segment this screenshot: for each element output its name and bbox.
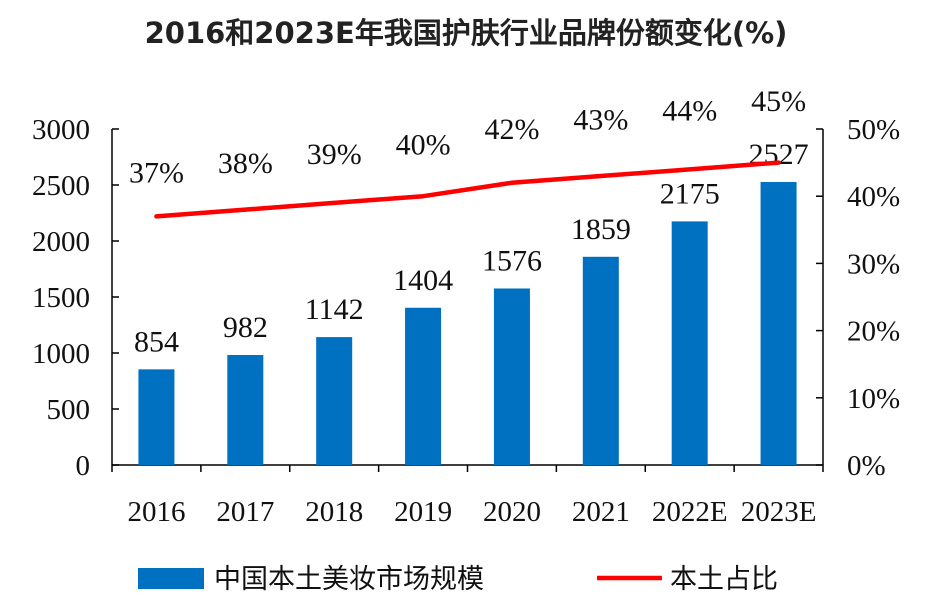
bar-value-label: 1404: [393, 264, 453, 297]
bar-value-label: 854: [134, 325, 179, 358]
legend-line-label: 本土占比: [670, 564, 778, 595]
chart-title: 2016和2023E年我国护肤行业品牌份额变化(%): [144, 16, 788, 50]
line-value-label: 45%: [751, 85, 806, 118]
bar-value-label: 1142: [305, 293, 364, 326]
bar-value-label: 1576: [482, 244, 542, 277]
bar-value-label: 1859: [571, 213, 631, 246]
x-axis-tick-label: 2019: [394, 496, 452, 528]
bar-value-label: 2175: [660, 177, 720, 210]
line-value-label: 42%: [484, 113, 539, 146]
bar: [493, 288, 530, 465]
bar: [316, 337, 353, 465]
bar: [405, 307, 442, 465]
x-axis-tick-label: 2017: [216, 496, 274, 528]
left-axis-tick-label: 0: [76, 450, 91, 482]
line-value-label: 39%: [307, 138, 362, 171]
bar-value-label: 982: [223, 311, 268, 344]
left-axis-tick-label: 2000: [32, 226, 90, 258]
left-axis-tick-label: 500: [47, 394, 91, 426]
bar: [227, 355, 264, 465]
left-axis-tick-label: 3000: [32, 114, 90, 146]
right-axis-tick-label: 30%: [847, 248, 900, 280]
legend-bar-label: 中国本土美妆市场规模: [214, 564, 484, 595]
left-axis-tick-label: 1500: [32, 282, 90, 314]
right-axis-tick-label: 50%: [847, 114, 900, 146]
right-axis-tick-label: 20%: [847, 316, 900, 348]
bar: [138, 369, 175, 465]
x-axis-tick-label: 2018: [305, 496, 363, 528]
bar: [760, 181, 797, 465]
line-value-label: 44%: [662, 94, 717, 127]
x-axis-tick-label: 2022E: [652, 496, 728, 528]
x-axis-tick-label: 2016: [127, 496, 185, 528]
right-axis-tick-label: 10%: [847, 383, 900, 415]
x-axis-tick-label: 2020: [483, 496, 541, 528]
share-line: [154, 160, 781, 219]
x-axis-tick-label: 2023E: [741, 496, 817, 528]
x-axis-tick-label: 2021: [572, 496, 630, 528]
line-value-label: 37%: [129, 156, 184, 189]
line-value-label: 38%: [218, 147, 273, 180]
bar: [582, 256, 619, 465]
line-value-label: 40%: [396, 129, 451, 162]
left-axis-tick-label: 2500: [32, 170, 90, 202]
right-axis-tick-label: 40%: [847, 181, 900, 213]
left-axis-tick-label: 1000: [32, 338, 90, 370]
legend-bar-swatch: [138, 568, 204, 589]
right-axis-tick-label: 0%: [847, 450, 886, 482]
bar: [671, 221, 708, 465]
line-value-label: 43%: [573, 104, 628, 137]
